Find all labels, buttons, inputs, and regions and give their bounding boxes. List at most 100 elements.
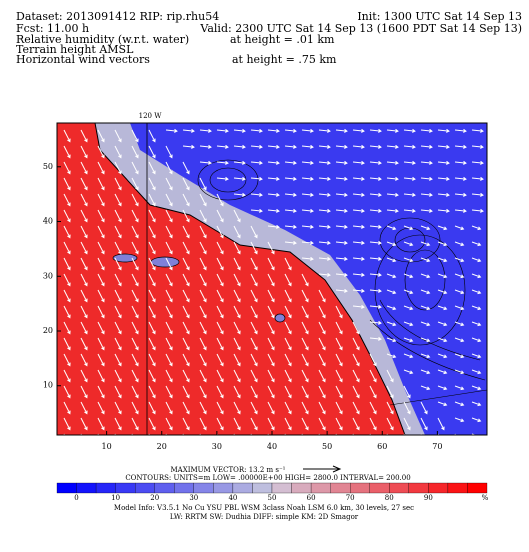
wind-arrow xyxy=(63,129,71,143)
wind-arrow xyxy=(216,128,229,133)
wind-arrow xyxy=(63,161,71,175)
wind-arrow xyxy=(352,240,365,245)
wind-arrow xyxy=(369,176,382,181)
wind-arrow xyxy=(199,417,207,431)
colorbar-box xyxy=(56,482,77,494)
wind-arrow xyxy=(454,176,467,181)
wind-arrow xyxy=(199,289,207,303)
wind-arrow xyxy=(352,256,365,261)
wind-arrow xyxy=(318,160,331,165)
wind-arrow xyxy=(250,353,258,367)
wind-arrow xyxy=(131,417,139,431)
colorbar-unit: % xyxy=(482,494,489,502)
wind-arrow xyxy=(165,257,173,271)
wind-arrow xyxy=(301,369,309,383)
wind-arrow xyxy=(114,241,122,255)
wind-arrow xyxy=(63,433,66,435)
wind-arrow xyxy=(437,321,448,327)
wind-arrow xyxy=(318,369,326,383)
wind-arrow xyxy=(335,305,343,319)
wind-arrow xyxy=(165,417,173,431)
wind-arrow xyxy=(403,305,414,311)
wind-arrow xyxy=(335,192,348,197)
wind-arrow xyxy=(386,144,399,149)
wind-arrow xyxy=(437,337,448,343)
wind-arrow xyxy=(335,144,348,149)
wind-arrow xyxy=(369,433,372,435)
wind-arrow xyxy=(165,321,173,335)
wind-arrow xyxy=(182,305,190,319)
wind-arrow xyxy=(386,289,397,295)
wind-arrow xyxy=(420,273,431,279)
field-level: at height = .01 km xyxy=(230,33,335,46)
colorbar-box xyxy=(232,482,253,494)
wind-arrow xyxy=(80,401,88,415)
wind-arrow xyxy=(471,176,484,181)
colorbar-box xyxy=(76,482,97,494)
wind-arrow xyxy=(437,417,445,431)
wind-arrow xyxy=(182,369,190,383)
wind-arrow xyxy=(369,288,382,293)
wind-arrow xyxy=(403,353,414,359)
wind-arrow xyxy=(250,385,258,399)
wind-arrow xyxy=(318,176,331,181)
wind-arrow xyxy=(335,337,343,351)
wind-arrow xyxy=(63,337,71,351)
wind-arrow xyxy=(250,369,258,383)
wind-arrow xyxy=(335,288,348,293)
wind-arrow xyxy=(216,176,229,181)
wind-arrow xyxy=(403,128,416,133)
wind-arrow xyxy=(233,144,246,149)
wind-arrow xyxy=(233,241,241,255)
wind-arrow xyxy=(403,337,414,343)
wind-arrow xyxy=(148,193,156,207)
wind-arrow xyxy=(114,193,122,207)
colorbar-label: 30 xyxy=(189,494,198,502)
wind-arrow xyxy=(165,128,178,133)
wind-arrow xyxy=(131,433,134,435)
wind-arrow xyxy=(301,337,309,351)
wind-arrow xyxy=(335,417,343,431)
wind-arrow xyxy=(131,289,139,303)
wind-arrow xyxy=(318,192,331,197)
wind-arrow xyxy=(386,160,399,165)
colorbar-box xyxy=(350,482,370,494)
wind-arrow xyxy=(97,401,105,415)
wind-arrow xyxy=(131,225,139,239)
coastline xyxy=(94,123,406,435)
wind-arrow xyxy=(471,128,484,133)
wind-arrow xyxy=(318,240,331,245)
wind-arrow xyxy=(369,320,382,325)
wind-arrow xyxy=(335,321,343,335)
wind-arrow xyxy=(80,209,88,223)
wind-arrow xyxy=(318,144,331,149)
wind-arrow xyxy=(216,241,224,255)
wind-arrow xyxy=(301,321,309,335)
wind-arrow xyxy=(301,240,314,245)
wind-arrow xyxy=(165,241,173,255)
wind-arrow xyxy=(335,240,348,245)
wind-arrow xyxy=(403,401,411,415)
wind-arrow xyxy=(352,321,360,335)
wind-arrow xyxy=(233,401,241,415)
wind-arrow xyxy=(63,321,71,335)
wind-arrow xyxy=(250,433,253,435)
wind-arrow xyxy=(267,369,275,383)
wind-arrow xyxy=(454,385,465,391)
wind-arrow xyxy=(335,160,348,165)
wind-arrow xyxy=(403,273,414,279)
wind-arrow xyxy=(199,177,207,191)
wind-arrow xyxy=(80,433,83,435)
wind-arrow xyxy=(165,177,173,191)
wind-arrow xyxy=(216,369,224,383)
wind-arrow xyxy=(471,192,484,197)
wind-arrow xyxy=(454,144,467,149)
wind-arrow xyxy=(437,289,448,295)
wind-arrow xyxy=(97,193,105,207)
wind-arrow xyxy=(301,128,314,133)
wind-arrow xyxy=(369,224,382,229)
wind-arrow xyxy=(63,241,71,255)
wind-arrow xyxy=(63,225,71,239)
wind-arrow xyxy=(386,353,397,359)
colorbar-label: 20 xyxy=(150,494,159,502)
